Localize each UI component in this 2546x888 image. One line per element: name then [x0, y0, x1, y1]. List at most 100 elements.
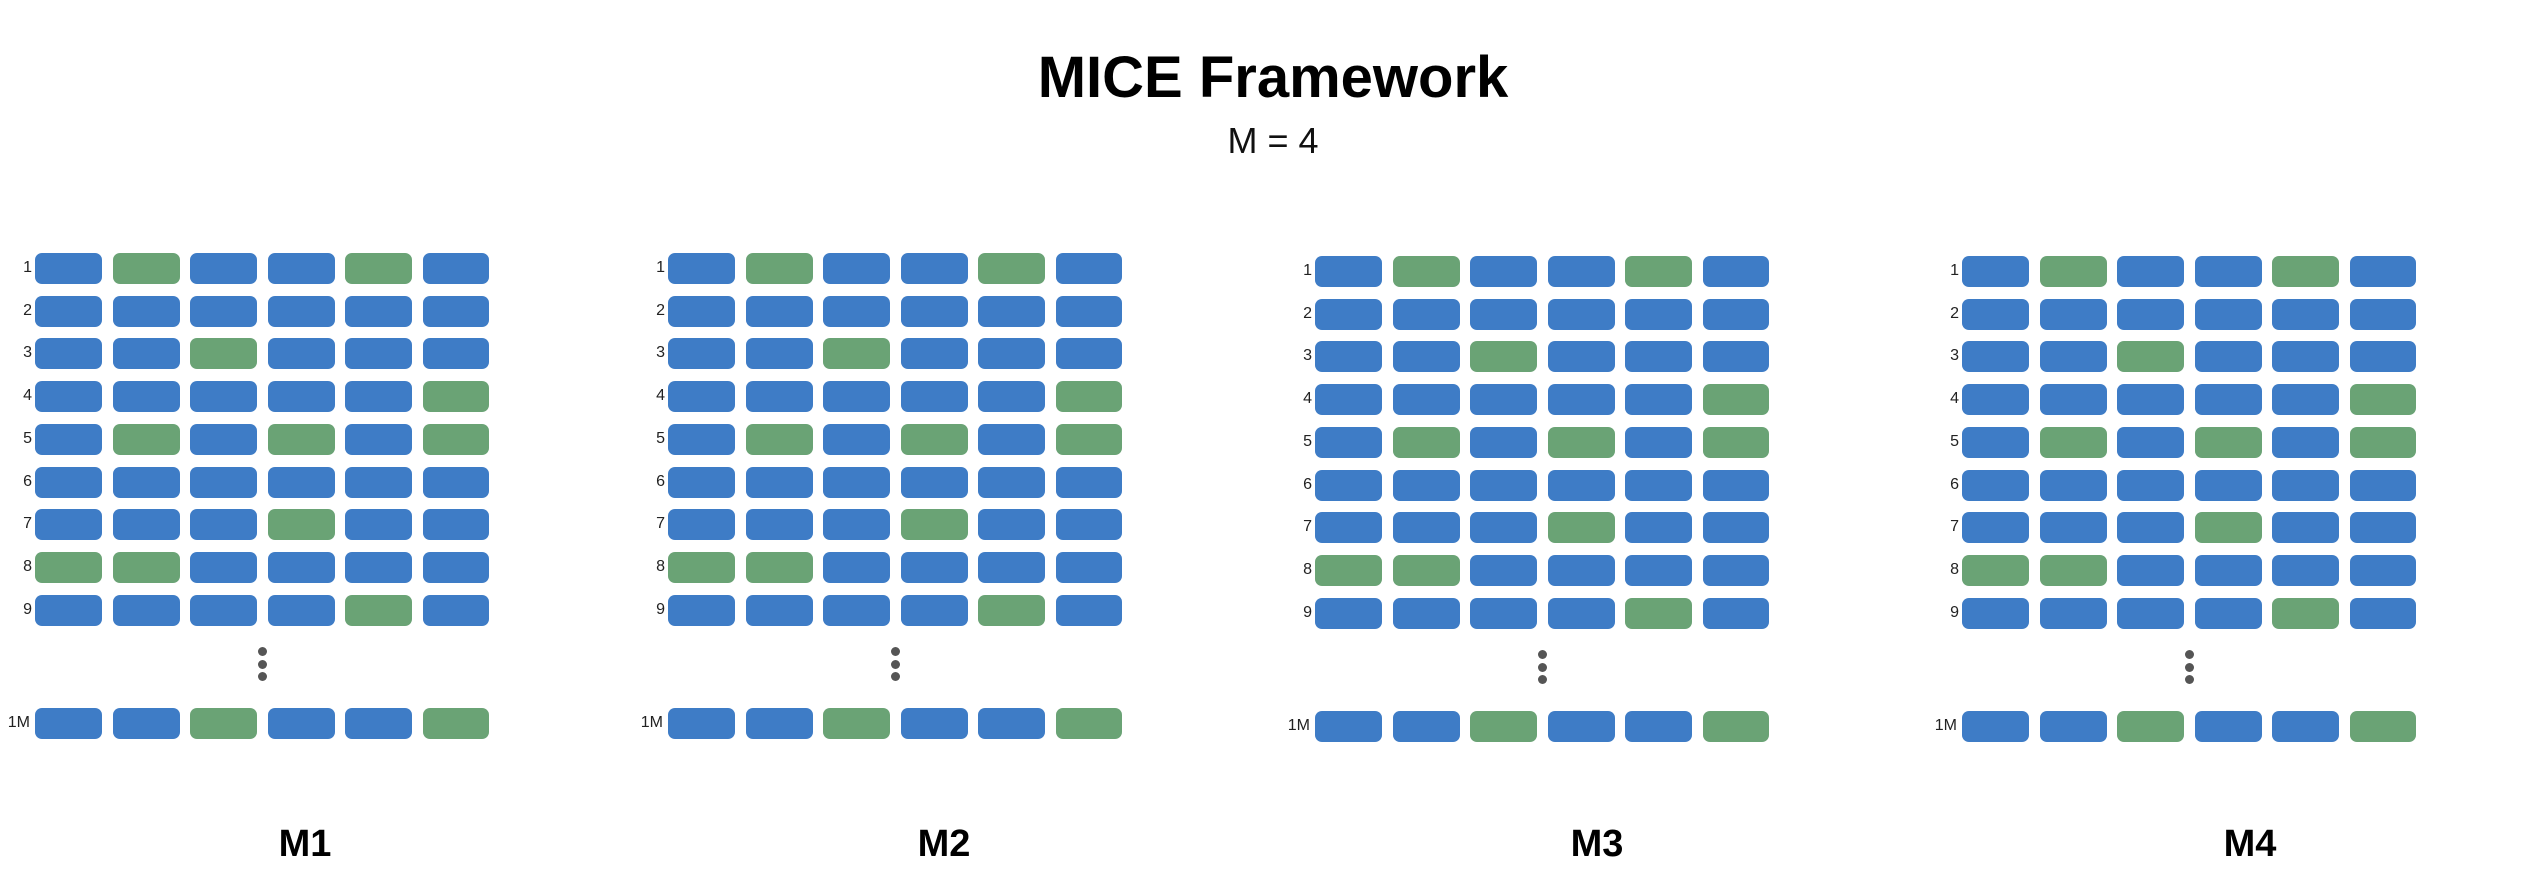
- observed-cell: [190, 296, 258, 327]
- imputed-cell: [112, 253, 180, 284]
- observed-cell: [2039, 711, 2107, 742]
- observed-cell: [112, 338, 180, 369]
- row-label: 5: [1303, 433, 1312, 450]
- imputed-cell: [2117, 711, 2185, 742]
- row-label: 5: [1950, 433, 1959, 450]
- observed-cell: [1962, 711, 2029, 742]
- observed-cell: [1547, 555, 1615, 586]
- observed-cell: [978, 509, 1046, 540]
- row-label: 8: [23, 558, 32, 575]
- observed-cell: [1392, 384, 1460, 415]
- observed-cell: [112, 296, 180, 327]
- row-label: 1M: [640, 714, 663, 731]
- row-label: 1M: [1287, 717, 1310, 734]
- imputed-cell: [1056, 381, 1122, 412]
- imputed-cell: [1547, 512, 1615, 543]
- observed-cell: [345, 381, 413, 412]
- observed-cell: [1703, 341, 1769, 372]
- observed-cell: [2194, 384, 2262, 415]
- imputed-dataset-m2: 1 2 3 4 5 6 7 8 9 1M M2: [633, 0, 1273, 888]
- ellipsis-dot: [2185, 675, 2194, 684]
- observed-cell: [668, 708, 735, 739]
- observed-cell: [1703, 256, 1769, 287]
- observed-cell: [2117, 427, 2185, 458]
- observed-cell: [900, 296, 968, 327]
- observed-cell: [1625, 384, 1693, 415]
- imputed-cell: [267, 509, 335, 540]
- observed-cell: [823, 296, 891, 327]
- row-label: 1: [23, 259, 32, 276]
- observed-cell: [1392, 512, 1460, 543]
- observed-cell: [35, 708, 102, 739]
- observed-cell: [2272, 384, 2340, 415]
- observed-cell: [345, 552, 413, 583]
- observed-cell: [35, 595, 102, 626]
- observed-cell: [2194, 598, 2262, 629]
- observed-cell: [2194, 555, 2262, 586]
- observed-cell: [668, 296, 735, 327]
- imputed-cell: [1056, 424, 1122, 455]
- imputed-cell: [2272, 256, 2340, 287]
- observed-cell: [1962, 384, 2029, 415]
- observed-cell: [2194, 341, 2262, 372]
- observed-cell: [2039, 598, 2107, 629]
- observed-cell: [1547, 384, 1615, 415]
- imputed-cell: [1962, 555, 2029, 586]
- observed-cell: [267, 595, 335, 626]
- imputed-cell: [823, 338, 891, 369]
- observed-cell: [668, 509, 735, 540]
- observed-cell: [823, 467, 891, 498]
- observed-cell: [2350, 555, 2416, 586]
- imputed-cell: [978, 253, 1046, 284]
- imputed-cell: [1470, 711, 1538, 742]
- imputed-cell: [1625, 598, 1693, 629]
- observed-cell: [267, 381, 335, 412]
- observed-cell: [1056, 552, 1122, 583]
- observed-cell: [267, 338, 335, 369]
- observed-cell: [1625, 427, 1693, 458]
- imputed-cell: [978, 595, 1046, 626]
- observed-cell: [2272, 341, 2340, 372]
- observed-cell: [423, 296, 489, 327]
- panel-label: M2: [917, 823, 971, 865]
- row-label: 4: [656, 387, 665, 404]
- observed-cell: [2350, 512, 2416, 543]
- imputed-cell: [267, 424, 335, 455]
- imputed-cell: [190, 338, 258, 369]
- observed-cell: [35, 338, 102, 369]
- row-label: 3: [656, 344, 665, 361]
- observed-cell: [1470, 512, 1538, 543]
- observed-cell: [2039, 299, 2107, 330]
- observed-cell: [2272, 711, 2340, 742]
- row-label: 9: [656, 601, 665, 618]
- row-label: 3: [23, 344, 32, 361]
- diagram-subtitle: M = 4: [1227, 120, 1319, 161]
- observed-cell: [1470, 470, 1538, 501]
- observed-cell: [345, 509, 413, 540]
- observed-cell: [2350, 341, 2416, 372]
- row-label: 8: [1303, 561, 1312, 578]
- observed-cell: [823, 381, 891, 412]
- row-label: 2: [1303, 305, 1312, 322]
- observed-cell: [2350, 256, 2416, 287]
- imputed-cell: [1703, 384, 1769, 415]
- imputed-cell: [2194, 512, 2262, 543]
- observed-cell: [900, 253, 968, 284]
- observed-cell: [1547, 256, 1615, 287]
- imputed-cell: [345, 253, 413, 284]
- observed-cell: [1962, 598, 2029, 629]
- observed-cell: [745, 338, 813, 369]
- observed-cell: [190, 595, 258, 626]
- row-label: 7: [23, 515, 32, 532]
- observed-cell: [823, 253, 891, 284]
- observed-cell: [35, 509, 102, 540]
- row-label: 6: [1950, 476, 1959, 493]
- observed-cell: [1703, 598, 1769, 629]
- row-label: 2: [656, 302, 665, 319]
- observed-cell: [1625, 512, 1693, 543]
- ellipsis-dot: [258, 672, 267, 681]
- observed-cell: [112, 467, 180, 498]
- panel-label: M1: [278, 823, 332, 865]
- row-label: 1M: [7, 714, 30, 731]
- observed-cell: [190, 509, 258, 540]
